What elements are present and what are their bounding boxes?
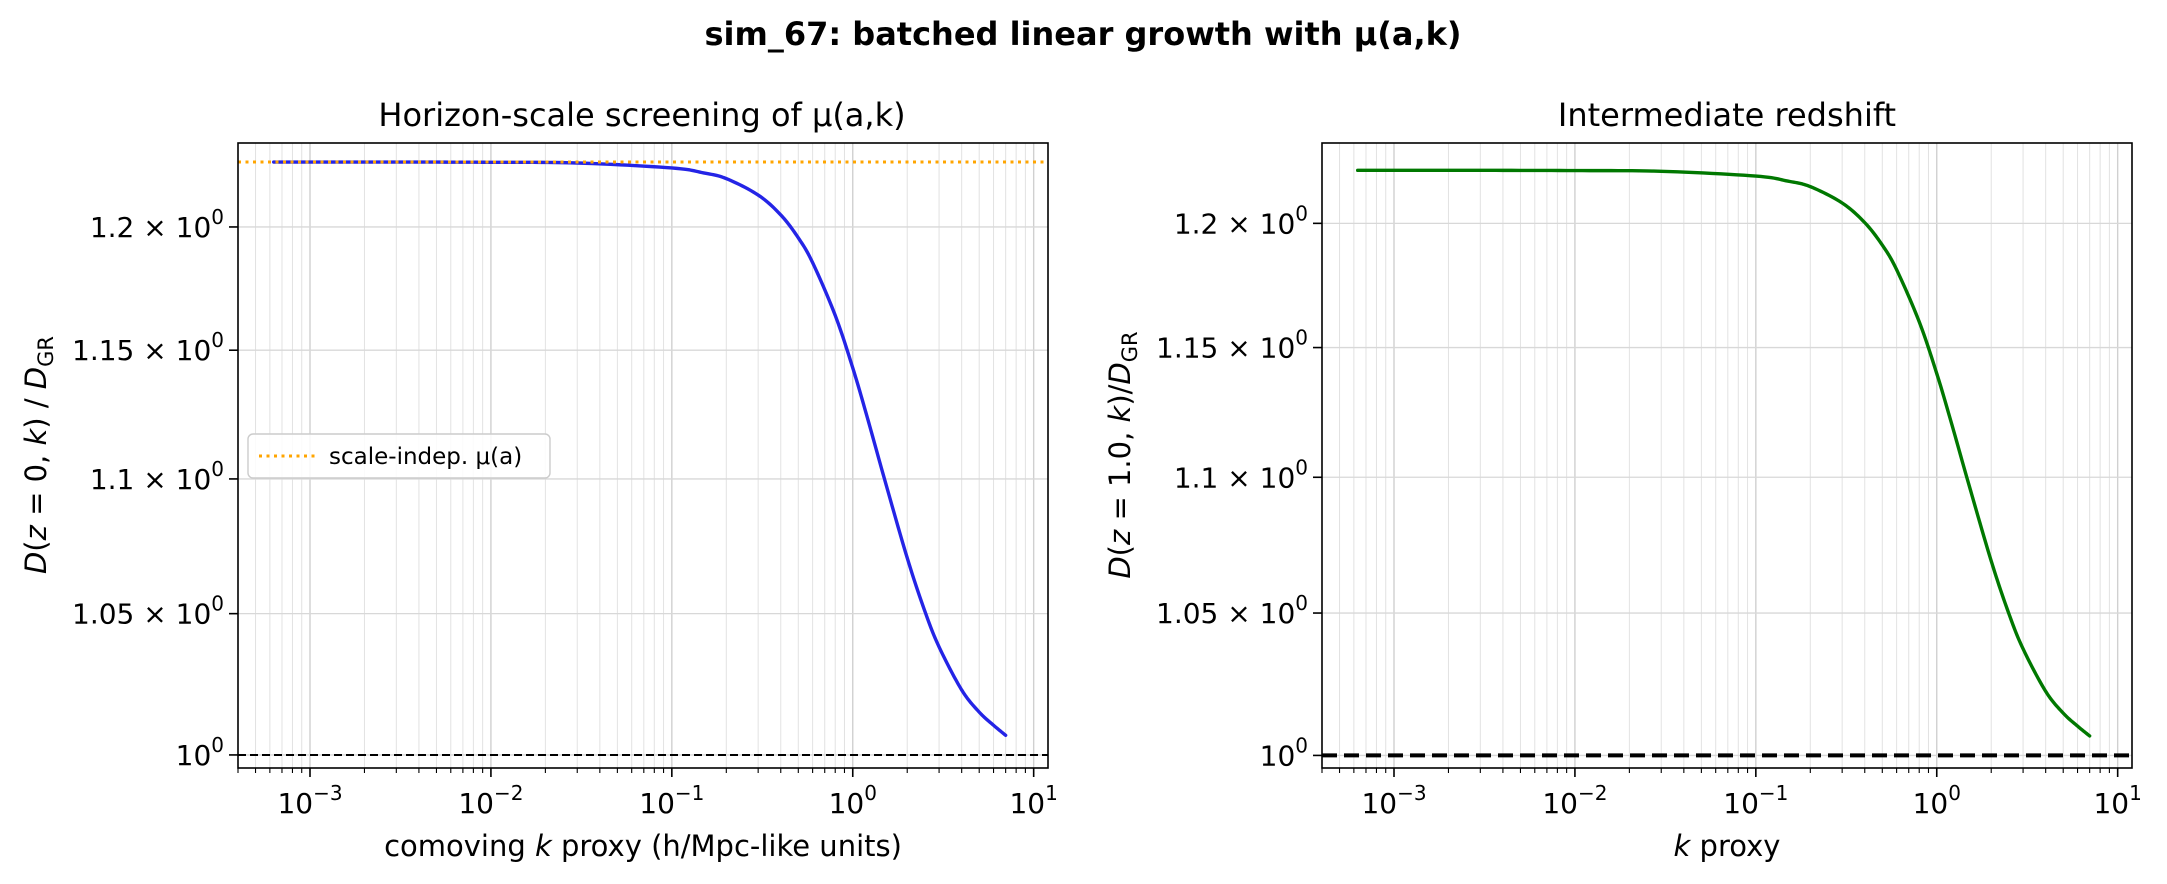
left-legend: scale-indep. μ(a) xyxy=(247,433,551,479)
left-x-axis-label: comoving k proxy (h/Mpc-like units) xyxy=(384,829,902,863)
right-panel: Intermediate redshift 10−3 10−2 10−1 100 101… xyxy=(1103,96,2142,863)
x-tick-label: 101 xyxy=(1009,781,1057,820)
x-tick-label: 10−2 xyxy=(1542,781,1607,820)
y-tick-label: 1.15 × 100 xyxy=(1156,326,1308,365)
y-tick-label: 100 xyxy=(176,733,224,772)
right-growth-curve xyxy=(1355,168,2092,738)
y-tick-label: 100 xyxy=(1260,733,1308,772)
left-panel-title: Horizon-scale screening of μ(a,k) xyxy=(378,96,905,134)
legend-box xyxy=(247,433,551,479)
left-plot-frame xyxy=(237,142,1049,769)
right-y-axis-label: D(z = 1.0, k)/DGR xyxy=(1103,331,1142,578)
legend-label-scale-indep: scale-indep. μ(a) xyxy=(329,444,522,470)
x-tick-label: 10−1 xyxy=(639,781,704,820)
y-tick-label: 1.05 × 100 xyxy=(72,592,224,631)
x-tick-label: 10−3 xyxy=(1361,781,1426,820)
right-panel-title: Intermediate redshift xyxy=(1558,96,1896,134)
y-tick-label: 1.1 × 100 xyxy=(90,457,224,496)
right-tick-layer: 10−3 10−2 10−1 100 101 100 1.05 × 100 1.1 × 100… xyxy=(1156,201,2142,820)
y-tick-label: 1.1 × 100 xyxy=(1174,455,1308,494)
right-x-axis-label: k proxy xyxy=(1674,829,1781,863)
right-series-layer xyxy=(1322,168,2132,758)
left-tick-layer: 10−3 10−2 10−1 100 101 100 1.05 × 100 1.1 × 100… xyxy=(72,205,1058,820)
x-tick-label: 10−2 xyxy=(458,781,523,820)
x-tick-label: 100 xyxy=(1913,781,1961,820)
y-tick-label: 1.2 × 100 xyxy=(90,205,224,244)
left-y-axis-label: D(z = 0, k) / DGR xyxy=(19,336,58,574)
right-plot-frame xyxy=(1321,142,2133,769)
y-tick-label: 1.15 × 100 xyxy=(72,328,224,367)
right-grid xyxy=(1321,143,2132,768)
x-tick-label: 100 xyxy=(829,781,877,820)
x-tick-label: 10−1 xyxy=(1723,781,1788,820)
x-tick-label: 10−3 xyxy=(277,781,342,820)
y-tick-label: 1.05 × 100 xyxy=(1156,591,1308,630)
figure-suptitle: sim_67: batched linear growth with μ(a,k… xyxy=(704,15,1461,53)
x-tick-label: 101 xyxy=(2093,781,2141,820)
left-series-layer xyxy=(238,160,1048,756)
left-panel: Horizon-scale screening of μ(a,k) 10−3 10… xyxy=(19,96,1058,863)
y-tick-label: 1.2 × 100 xyxy=(1174,201,1308,240)
